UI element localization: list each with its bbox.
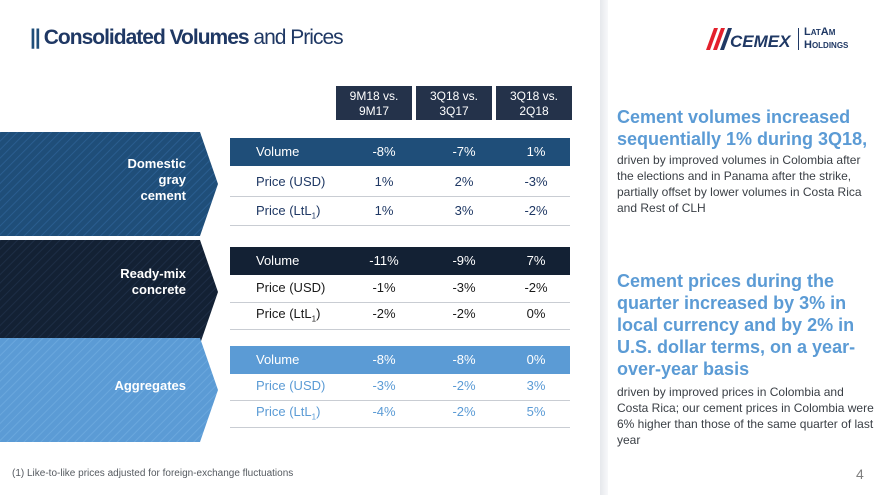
table-row: Volume -11% -9% 7% [230, 247, 570, 275]
table-row: Volume -8% -8% 0% [230, 346, 570, 374]
row-name: Price (LtL1) [256, 203, 321, 221]
table-row: Price (USD) -3% -2% 3% [230, 372, 570, 400]
logo-latam-line1: LatAm [804, 26, 836, 38]
table-row: Price (LtL1) -4% -2% 5% [230, 398, 570, 426]
row-value: -2% [524, 280, 548, 295]
title-bold: Consolidated Volumes [43, 26, 250, 49]
row-value: -1% [372, 280, 396, 295]
logo-separator [798, 28, 799, 50]
row-value: -2% [452, 378, 476, 393]
section-label-line: concrete [131, 282, 186, 297]
logo-latam-line2: Holdings [804, 39, 849, 51]
row-value: -3% [372, 378, 396, 393]
row-separator [230, 427, 570, 428]
section-label-line: cement [140, 188, 186, 203]
cemex-latam-logo: CEMEX LatAm Holdings [700, 22, 870, 56]
row-value: -2% [372, 306, 396, 321]
row-value: -9% [452, 253, 476, 268]
section-label-line: gray [158, 172, 186, 187]
section-label-bg-aggregates [0, 338, 218, 442]
row-name: Volume [256, 253, 300, 268]
section-label-line: Aggregates [114, 378, 186, 393]
highlight-prices: Cement prices during the quarter increas… [617, 271, 856, 379]
row-value: 0% [526, 352, 546, 367]
cemex-stripes-icon [706, 28, 732, 50]
row-name: Price (LtL1) [256, 306, 321, 324]
row-value: -4% [372, 404, 396, 419]
text-volumes: driven by improved volumes in Colombia a… [617, 153, 862, 215]
footnote: (1) Like-to-like prices adjusted for for… [12, 468, 294, 479]
row-separator [230, 400, 570, 401]
table-row: Price (LtL1) 1% 3% -2% [230, 197, 570, 225]
row-value: 0% [526, 306, 546, 321]
row-name: Price (LtL1) [256, 404, 321, 422]
title-bars: || [30, 26, 41, 49]
row-value: -2% [524, 203, 548, 218]
highlight-volumes: Cement volumes increased sequentially 1%… [617, 107, 868, 149]
row-name: Price (USD) [256, 378, 326, 393]
row-name: Volume [256, 144, 300, 159]
row-name: Volume [256, 352, 300, 367]
row-value: 7% [526, 253, 546, 268]
table-row: Price (USD) 1% 2% -3% [230, 168, 570, 196]
section-label-cement: Domestic gray cement [0, 132, 210, 236]
section-label-line: Ready-mix [120, 266, 186, 281]
row-name: Price (USD) [256, 174, 326, 189]
row-value: -8% [372, 352, 396, 367]
title-light: and Prices [253, 26, 343, 49]
table-row: Price (LtL1) -2% -2% 0% [230, 300, 570, 328]
page-number: 4 [856, 466, 864, 482]
slide-right-panel [608, 0, 880, 495]
row-value: -2% [452, 306, 476, 321]
table-row: Volume -8% -7% 1% [230, 138, 570, 166]
row-value: -11% [369, 253, 399, 268]
row-separator [230, 302, 570, 303]
section-label-bg-readymix [0, 240, 218, 344]
section-label-bg-cement [0, 132, 218, 236]
section-label-readymix: Ready-mix concrete [0, 240, 210, 344]
row-value: 1% [526, 144, 546, 159]
row-value: -8% [372, 144, 396, 159]
row-separator [230, 329, 570, 330]
page-title: || Consolidated Volumes and Prices [30, 26, 344, 50]
row-value: 1% [374, 174, 394, 189]
section-label-line: Domestic [127, 156, 186, 171]
table-row: Price (USD) -1% -3% -2% [230, 274, 570, 302]
row-name: Price (USD) [256, 280, 326, 295]
row-value: 3% [526, 378, 546, 393]
row-separator [230, 196, 570, 197]
logo-brand: CEMEX [730, 32, 791, 51]
row-value: 2% [454, 174, 474, 189]
row-value: 1% [374, 203, 394, 218]
row-value: 5% [526, 404, 546, 419]
row-value: -7% [452, 144, 476, 159]
panel-divider [600, 0, 608, 495]
section-label-aggregates: Aggregates [0, 338, 210, 442]
row-value: -3% [524, 174, 548, 189]
row-value: 3% [454, 203, 474, 218]
text-prices: driven by improved prices in Colombia an… [617, 385, 874, 447]
column-header-3q-yoy: 3Q18 vs. 3Q17 [416, 86, 492, 120]
row-separator [230, 225, 570, 226]
row-value: -2% [452, 404, 476, 419]
column-header-9m: 9M18 vs. 9M17 [336, 86, 412, 120]
row-value: -3% [452, 280, 476, 295]
column-header-3q-qoq: 3Q18 vs. 2Q18 [496, 86, 572, 120]
logo-latam: LatAm Holdings [804, 26, 848, 52]
row-value: -8% [452, 352, 476, 367]
